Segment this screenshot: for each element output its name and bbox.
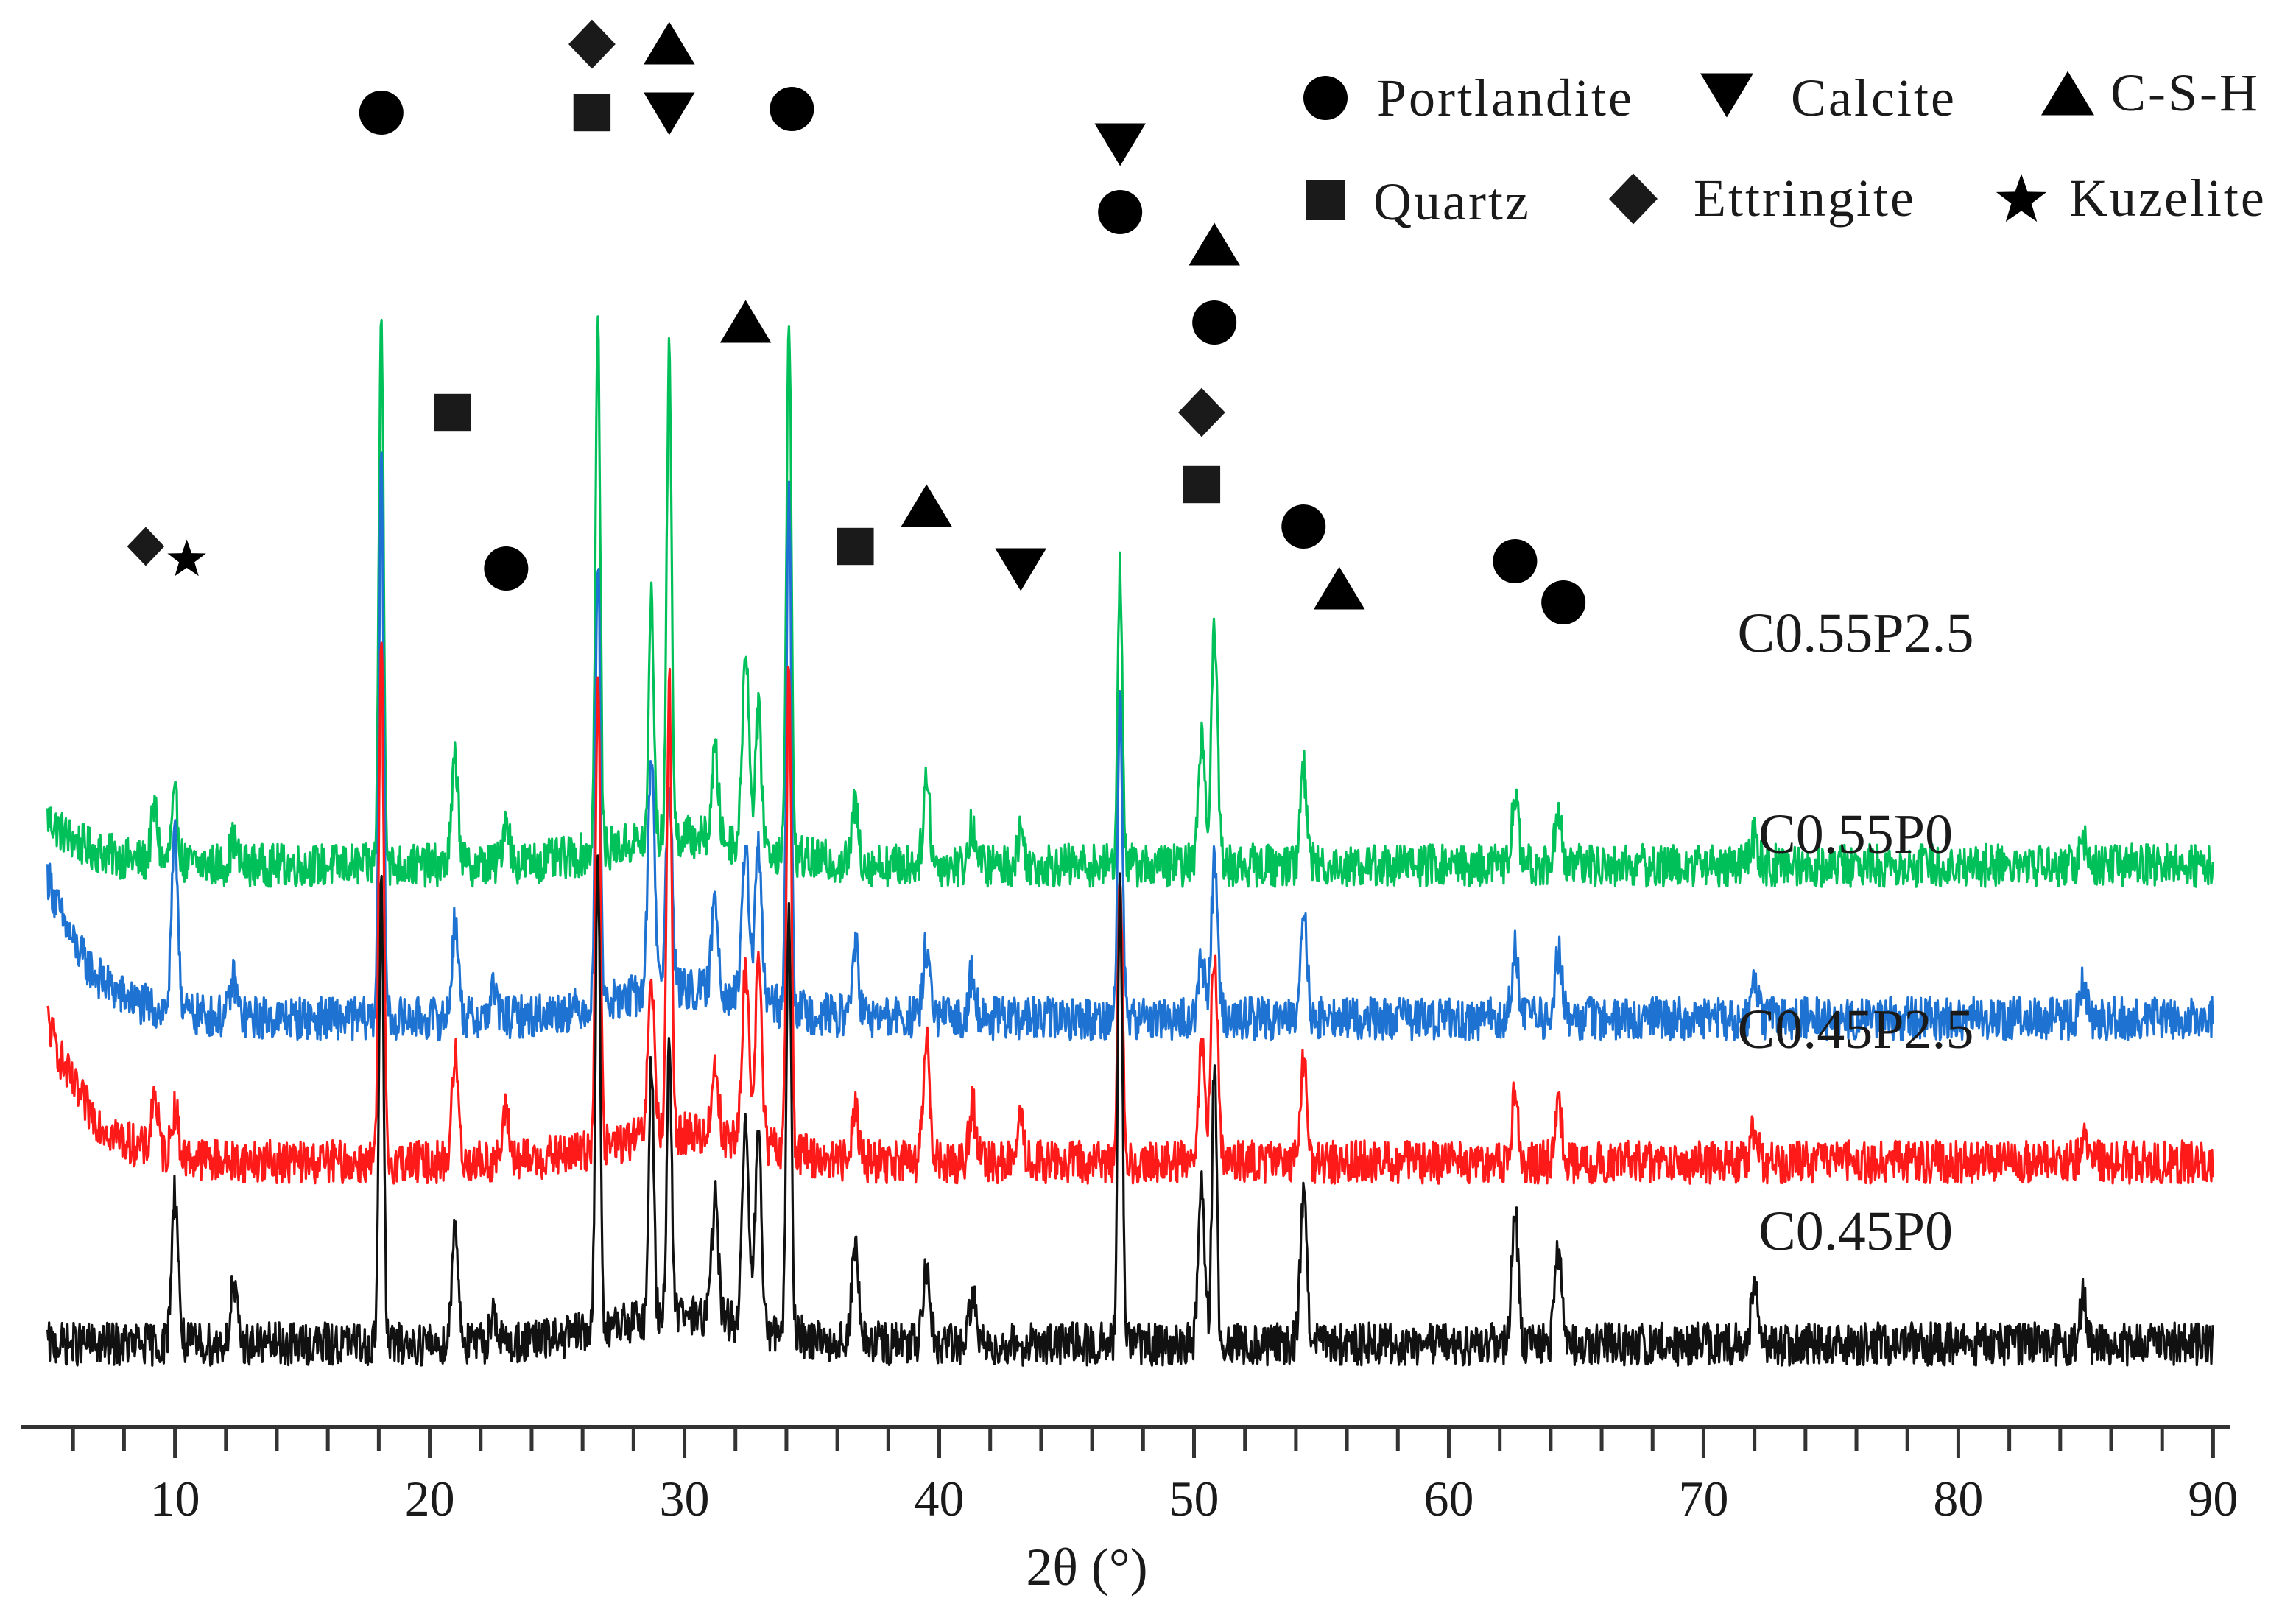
phase-marker-square [1183, 465, 1221, 504]
phase-marker-circle [1281, 504, 1326, 549]
legend-symbol-circle [1303, 76, 1348, 120]
phase-marker-triangle-up [901, 484, 953, 527]
series-line-c0-45p0 [46, 854, 2214, 1367]
legend-item-portlandite: Portlandite [1303, 68, 1634, 127]
series-layer [46, 315, 2214, 1367]
phase-marker-triangle-up [719, 300, 772, 343]
phase-marker-layer [127, 19, 1586, 624]
legend-item-kuzelite: Kuzelite [1996, 169, 2267, 228]
legend-item-c-s-h: C-S-H [2041, 63, 2260, 122]
x-tick-label: 40 [915, 1471, 965, 1527]
x-tick-label: 60 [1423, 1471, 1473, 1527]
legend-label: Calcite [1791, 68, 1957, 127]
legend-symbol-triangle-down [1700, 73, 1753, 118]
phase-marker-square [837, 527, 874, 566]
x-tick-label: 90 [2188, 1471, 2238, 1527]
legend-item-quartz: Quartz [1306, 172, 1531, 231]
phase-marker-diamond [127, 527, 165, 566]
phase-marker-circle [359, 91, 404, 135]
phase-marker-star [167, 539, 206, 577]
phase-marker-diamond [1177, 387, 1225, 437]
phase-marker-circle [484, 546, 529, 591]
phase-marker-triangle-up [1313, 566, 1365, 610]
phase-marker-triangle-up [1189, 222, 1240, 266]
phase-marker-circle [1493, 539, 1538, 583]
phase-marker-triangle-up [643, 21, 695, 65]
legend-label: Ettringite [1694, 169, 1916, 228]
phase-marker-triangle-down [643, 92, 695, 136]
series-label: C0.55P0 [1758, 803, 1953, 865]
legend-symbol-triangle-up [2041, 71, 2094, 116]
x-axis-ticks: 10 20 30 40 50 60 70 80 90 [71, 1427, 2238, 1527]
x-axis-title: 2θ (°) [1026, 1538, 1147, 1597]
legend: Portlandite Calcite C-S-H Quartz Ettringite K… [1303, 63, 2267, 231]
series-label: C0.45P2.5 [1738, 999, 1974, 1060]
x-tick-label: 10 [150, 1471, 200, 1527]
x-tick-label: 70 [1678, 1471, 1728, 1527]
phase-marker-circle [1541, 580, 1586, 624]
x-tick-label: 20 [405, 1471, 455, 1527]
phase-marker-circle [1098, 190, 1143, 234]
legend-symbol-square [1306, 180, 1345, 220]
x-axis: 10 20 30 40 50 60 70 80 90 2θ (°) [21, 1425, 2238, 1597]
legend-label: Kuzelite [2069, 169, 2267, 228]
series-label: C0.55P2.5 [1738, 602, 1974, 664]
legend-item-calcite: Calcite [1700, 68, 1957, 127]
phase-marker-diamond [568, 19, 616, 69]
legend-label: Portlandite [1377, 68, 1634, 127]
series-line-c0-55p0 [46, 451, 2214, 1041]
legend-label: Quartz [1373, 172, 1531, 231]
legend-item-ettringite: Ettringite [1609, 169, 1916, 228]
phase-marker-triangle-down [995, 548, 1047, 591]
phase-marker-square [573, 94, 611, 132]
series-label-layer: C0.55P2.5 C0.55P0 C0.45P2.5 C0.45P0 [1738, 602, 1974, 1262]
x-tick-label: 30 [660, 1471, 710, 1527]
phase-marker-circle [770, 87, 814, 131]
phase-marker-square [434, 393, 471, 432]
x-tick-label: 50 [1169, 1471, 1219, 1527]
legend-label: C-S-H [2110, 63, 2260, 122]
series-line-c0-55p2-5 [46, 315, 2214, 888]
x-tick-label: 80 [1933, 1471, 1983, 1527]
series-label: C0.45P0 [1758, 1200, 1953, 1262]
phase-marker-circle [1192, 300, 1237, 345]
legend-symbol-star [1996, 174, 2047, 222]
series-line-c0-45p2-5 [46, 641, 2214, 1185]
phase-marker-triangle-down [1094, 123, 1146, 166]
legend-symbol-diamond [1609, 173, 1658, 225]
